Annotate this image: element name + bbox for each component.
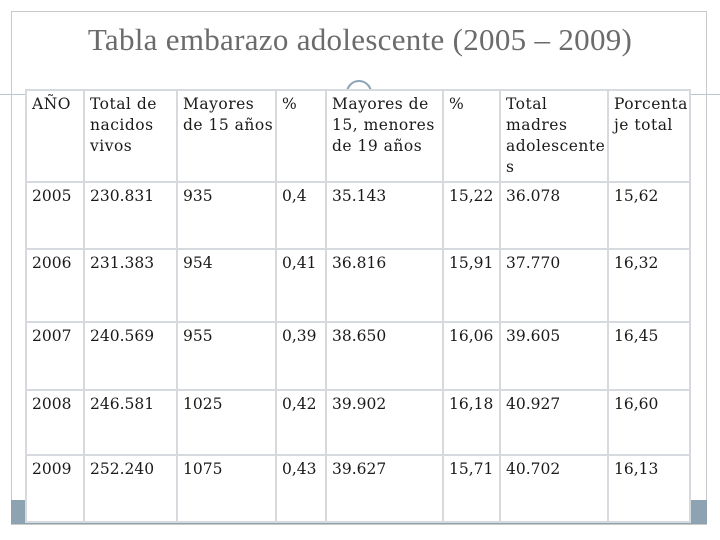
- pregnancy-table: AÑO Total de nacidos vivos Mayores de 15…: [25, 89, 691, 523]
- cell-total-adolescent-mothers: 39.605: [499, 321, 609, 391]
- cell-pct-1: 0,42: [275, 389, 327, 456]
- cell-pct-2: 16,18: [442, 389, 501, 456]
- cell-over-15: 1075: [176, 454, 277, 523]
- cell-15-to-19: 39.627: [325, 454, 444, 523]
- cell-total-births: 240.569: [83, 321, 178, 391]
- cell-over-15: 955: [176, 321, 277, 391]
- cell-total-adolescent-mothers: 40.927: [499, 389, 609, 456]
- cell-15-to-19: 35.143: [325, 181, 444, 250]
- table-row: 2007 240.569 955 0,39 38.650 16,06 39.60…: [25, 321, 691, 391]
- cell-total-percentage: 16,32: [607, 248, 691, 323]
- cell-pct-2: 15,22: [442, 181, 501, 250]
- cell-total-percentage: 16,60: [607, 389, 691, 456]
- cell-over-15: 954: [176, 248, 277, 323]
- cell-year: 2009: [25, 454, 85, 523]
- cell-year: 2006: [25, 248, 85, 323]
- header-pct-2: %: [442, 89, 501, 183]
- cell-total-births: 252.240: [83, 454, 178, 523]
- cell-15-to-19: 39.902: [325, 389, 444, 456]
- cell-pct-2: 15,91: [442, 248, 501, 323]
- cell-over-15: 1025: [176, 389, 277, 456]
- cell-over-15: 935: [176, 181, 277, 250]
- cell-total-births: 246.581: [83, 389, 178, 456]
- cell-pct-1: 0,4: [275, 181, 327, 250]
- header-year: AÑO: [25, 89, 85, 183]
- header-total-percentage: Porcentaje total: [607, 89, 691, 183]
- table-header-row: AÑO Total de nacidos vivos Mayores de 15…: [25, 89, 691, 183]
- header-15-to-19: Mayores de 15, menores de 19 años: [325, 89, 444, 183]
- cell-15-to-19: 36.816: [325, 248, 444, 323]
- header-total-adolescent-mothers: Total madres adolescentes: [499, 89, 609, 183]
- header-over-15: Mayores de 15 años: [176, 89, 277, 183]
- header-total-births: Total de nacidos vivos: [83, 89, 178, 183]
- cell-pct-2: 16,06: [442, 321, 501, 391]
- cell-total-percentage: 15,62: [607, 181, 691, 250]
- table-container: AÑO Total de nacidos vivos Mayores de 15…: [25, 89, 691, 523]
- cell-total-percentage: 16,45: [607, 321, 691, 391]
- cell-total-adolescent-mothers: 40.702: [499, 454, 609, 523]
- cell-total-adolescent-mothers: 36.078: [499, 181, 609, 250]
- cell-pct-2: 15,71: [442, 454, 501, 523]
- slide-title: Tabla embarazo adolescente (2005 – 2009): [87, 22, 633, 57]
- cell-pct-1: 0,41: [275, 248, 327, 323]
- table-row: 2006 231.383 954 0,41 36.816 15,91 37.77…: [25, 248, 691, 323]
- header-pct-1: %: [275, 89, 327, 183]
- table-row: 2005 230.831 935 0,4 35.143 15,22 36.078…: [25, 181, 691, 250]
- cell-total-births: 230.831: [83, 181, 178, 250]
- cell-year: 2007: [25, 321, 85, 391]
- cell-pct-1: 0,39: [275, 321, 327, 391]
- cell-pct-1: 0,43: [275, 454, 327, 523]
- table-row: 2009 252.240 1075 0,43 39.627 15,71 40.7…: [25, 454, 691, 523]
- cell-year: 2005: [25, 181, 85, 250]
- cell-total-births: 231.383: [83, 248, 178, 323]
- cell-total-percentage: 16,13: [607, 454, 691, 523]
- cell-total-adolescent-mothers: 37.770: [499, 248, 609, 323]
- cell-15-to-19: 38.650: [325, 321, 444, 391]
- cell-year: 2008: [25, 389, 85, 456]
- table-row: 2008 246.581 1025 0,42 39.902 16,18 40.9…: [25, 389, 691, 456]
